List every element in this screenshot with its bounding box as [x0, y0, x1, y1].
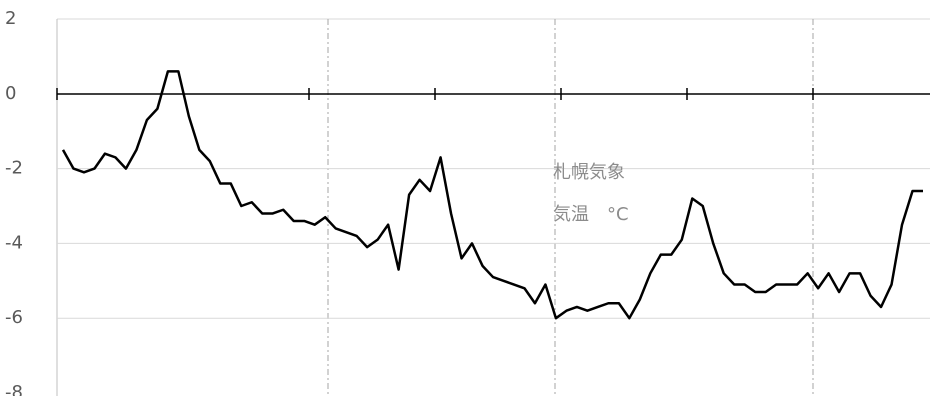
annotation: 札幌気象 — [553, 162, 625, 183]
axis-ticks — [56, 88, 814, 100]
y-tick-label: -4 — [5, 232, 23, 253]
y-tick-label: 0 — [5, 83, 16, 104]
y-tick-label: -6 — [5, 307, 23, 328]
y-tick-label: 2 — [5, 8, 16, 29]
y-tick-label: -2 — [5, 158, 23, 179]
grid — [57, 168, 930, 319]
data-line — [61, 70, 923, 320]
annotation: 気温 °C — [553, 204, 629, 225]
y-tick-label: -8 — [5, 382, 23, 396]
